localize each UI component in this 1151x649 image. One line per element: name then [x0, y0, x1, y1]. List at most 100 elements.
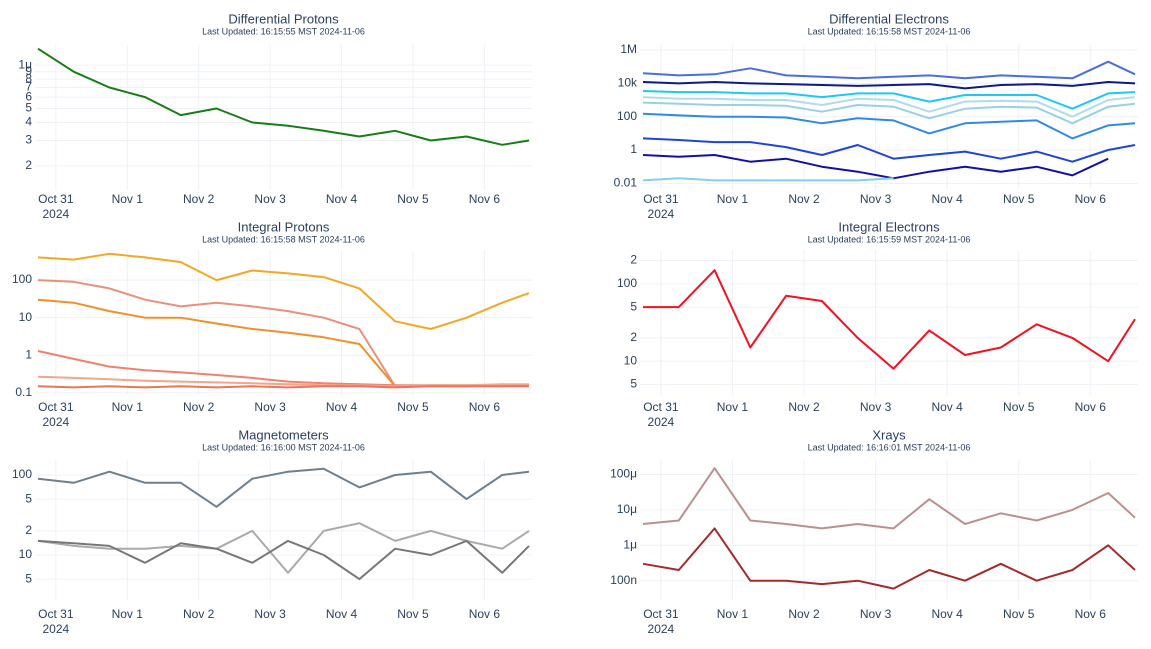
data-line — [642, 90, 1136, 110]
data-line — [642, 112, 1136, 140]
x-tick-label: Nov 6 — [1075, 192, 1107, 206]
x-tick-label: Nov 5 — [397, 192, 429, 206]
x-tick-label: Nov 1 — [717, 607, 749, 621]
data-line — [642, 96, 1136, 118]
y-tick-label: 5 — [25, 101, 32, 115]
y-tick-label: 10 — [19, 310, 33, 324]
chart-title: Integral Protons — [238, 219, 330, 234]
y-tick-label: 1μ — [623, 537, 637, 551]
x-tick-label: Nov 5 — [1003, 607, 1035, 621]
x-tick-label: Nov 2 — [183, 607, 215, 621]
chart-subtitle: Last Updated: 16:15:55 MST 2024-11-06 — [202, 26, 365, 36]
chart-subtitle: Last Updated: 16:15:58 MST 2024-11-06 — [808, 26, 971, 36]
data-line — [37, 298, 529, 388]
data-line — [37, 47, 530, 146]
data-line — [642, 101, 1136, 125]
y-tick-label: 9 — [25, 64, 32, 78]
x-tick-label: Nov 6 — [469, 607, 501, 621]
chart-title: Magnetometers — [238, 427, 329, 442]
y-tick-label: 2 — [25, 158, 32, 172]
y-tick-label: 10 — [19, 547, 33, 561]
x-tick-label: Nov 4 — [326, 400, 358, 414]
y-tick-label: 10 — [624, 353, 638, 367]
x-tick-label: Oct 31 — [643, 607, 679, 621]
chart-subtitle: Last Updated: 16:15:59 MST 2024-11-06 — [808, 234, 971, 244]
x-tick-label: Nov 6 — [1075, 400, 1107, 414]
y-tick-label: 5 — [25, 571, 32, 585]
x-tick-label: Nov 2 — [788, 607, 820, 621]
data-line — [642, 467, 1136, 530]
x-tick-label: Nov 1 — [112, 400, 144, 414]
y-tick-label: 0.01 — [614, 176, 638, 190]
data-line — [642, 137, 1136, 163]
x-tick-label: Nov 6 — [1075, 607, 1107, 621]
y-tick-label: 7 — [25, 80, 32, 94]
chart-title: Xrays — [872, 427, 906, 442]
x-tick-label: Oct 31 — [38, 400, 74, 414]
x-tick-label: Nov 4 — [326, 192, 358, 206]
x-tick-label: Nov 3 — [254, 192, 286, 206]
x-year-label: 2024 — [42, 207, 69, 221]
x-year-label: 2024 — [648, 622, 675, 636]
data-line — [37, 522, 530, 574]
x-tick-label: Nov 4 — [931, 192, 963, 206]
y-tick-label: 100 — [12, 272, 32, 286]
x-year-label: 2024 — [648, 415, 675, 429]
data-line — [37, 539, 530, 581]
y-tick-label: 10μ — [617, 502, 637, 516]
chart-subtitle: Last Updated: 16:15:58 MST 2024-11-06 — [202, 234, 365, 244]
data-line — [643, 269, 1136, 370]
x-tick-label: Nov 2 — [183, 400, 215, 414]
data-line — [37, 385, 529, 389]
x-tick-label: Nov 3 — [860, 192, 892, 206]
x-tick-label: Nov 5 — [1003, 400, 1035, 414]
y-tick-label: 1 — [25, 347, 32, 361]
y-tick-label: 100 — [12, 467, 32, 481]
x-tick-label: Nov 5 — [397, 400, 429, 414]
y-tick-label: 8 — [25, 71, 32, 85]
x-tick-label: Nov 3 — [254, 400, 286, 414]
chart-title: Differential Protons — [228, 11, 339, 26]
y-tick-label: 4 — [25, 115, 32, 129]
y-tick-label: 10k — [618, 76, 638, 90]
data-line — [37, 467, 530, 508]
chart-title: Differential Electrons — [829, 11, 949, 26]
y-tick-label: 100 — [617, 276, 637, 290]
data-line — [642, 60, 1136, 80]
x-tick-label: Nov 4 — [931, 607, 963, 621]
x-tick-label: Nov 3 — [254, 607, 286, 621]
data-line — [642, 177, 894, 182]
x-tick-label: Oct 31 — [643, 400, 679, 414]
y-tick-label: 5 — [630, 377, 637, 391]
data-line — [37, 252, 530, 330]
y-tick-label: 100 — [617, 109, 637, 123]
x-tick-label: Oct 31 — [643, 192, 679, 206]
chart-subtitle: Last Updated: 16:16:00 MST 2024-11-06 — [202, 442, 365, 452]
y-tick-label: 2 — [630, 330, 637, 344]
x-tick-label: Oct 31 — [38, 607, 74, 621]
data-line — [642, 154, 1109, 180]
data-line — [642, 527, 1136, 590]
y-tick-label: 3 — [25, 133, 32, 147]
y-tick-label: 2 — [630, 253, 637, 267]
x-year-label: 2024 — [42, 622, 69, 636]
y-tick-label: 1 — [630, 142, 637, 156]
x-tick-label: Nov 1 — [112, 607, 144, 621]
x-tick-label: Nov 2 — [788, 400, 820, 414]
y-tick-label: 5 — [630, 299, 637, 313]
x-year-label: 2024 — [648, 207, 675, 221]
x-tick-label: Nov 5 — [1003, 192, 1035, 206]
x-tick-label: Nov 2 — [183, 192, 215, 206]
y-tick-label: 1M — [620, 42, 637, 56]
y-tick-label: 100μ — [610, 467, 637, 481]
y-tick-label: 5 — [25, 491, 32, 505]
x-tick-label: Nov 3 — [860, 400, 892, 414]
x-tick-label: Nov 1 — [112, 192, 144, 206]
y-tick-label: 2 — [25, 523, 32, 537]
